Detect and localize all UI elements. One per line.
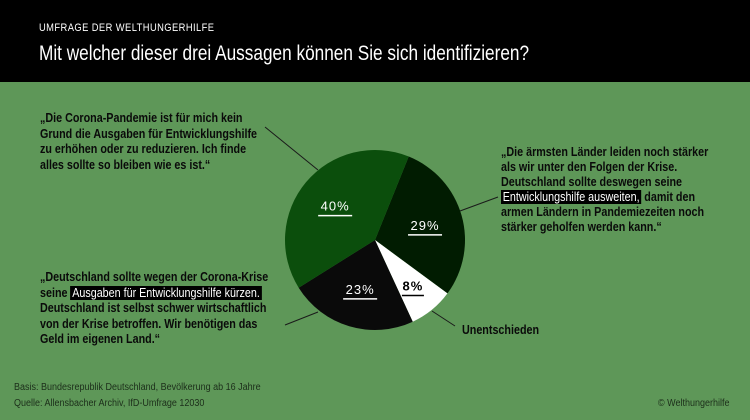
quote-line: Grund die Ausgaben für Entwicklungshilfe (40, 126, 258, 141)
leader-line-29 (459, 196, 499, 212)
highlight: Ausgaben für Entwicklungshilfe kürzen. (70, 285, 262, 300)
slice-value-label: 29% (411, 218, 440, 233)
pie-slice-23 (298, 240, 413, 330)
quote-line: Deutschland sollte deswegen seine (501, 175, 683, 189)
quote-23: „Deutschland sollte wegen der Corona-Kri… (40, 270, 268, 348)
quote-line: Geld im eigenen Land.“ (40, 332, 161, 346)
quote-line: seine Ausgaben für Entwicklungshilfe kür… (40, 285, 268, 302)
quote-line: Deutschland ist selbst schwer wirtschaft… (40, 301, 267, 315)
leader-line-23 (284, 311, 319, 326)
quote-line: stärker geholfen werden kann.“ (501, 220, 662, 234)
leader-line-40 (264, 126, 319, 171)
quote-line: alles sollte so bleiben wie es ist.“ (40, 157, 211, 172)
leader-line-8 (431, 310, 456, 327)
header: UMFRAGE DER WELTHUNGERHILFE Mit welcher … (0, 0, 750, 82)
slice-value-label: 40% (321, 199, 350, 214)
quote-line: Entwicklungshilfe ausweiten, damit den (501, 190, 708, 205)
quote-line: von der Krise betroffen. Wir benötigen d… (40, 316, 258, 331)
quote-line: „Deutschland sollte wegen der Corona-Kri… (40, 270, 269, 284)
pie-slice-40 (285, 149, 409, 288)
quote-text: damit den (641, 190, 696, 204)
pie-slice-29 (375, 156, 465, 294)
pie-slice-8 (375, 240, 448, 322)
quote-line: zu erhöhen oder zu reduzieren. Ich finde (40, 142, 247, 156)
page-title: Mit welcher dieser drei Aussagen können … (39, 42, 530, 65)
quote-line: „Die Corona-Pandemie ist für mich kein (40, 111, 243, 125)
highlight: Entwicklungshilfe ausweiten, (501, 190, 642, 204)
quote-text: seine (40, 285, 71, 300)
quote-line: „Die ärmsten Länder leiden noch stärker (501, 145, 709, 159)
quote-line: als wir unter den Folgen der Krise. (501, 160, 678, 174)
quote-8: Unentschieden (462, 323, 540, 337)
footer-basis: Basis: Bundesrepublik Deutschland, Bevöl… (14, 382, 261, 393)
quote-40: „Die Corona-Pandemie ist für mich kein G… (40, 111, 257, 173)
quote-29: „Die ärmsten Länder leiden noch stärker … (501, 145, 708, 235)
slice-value-label: 23% (346, 282, 375, 297)
kicker: UMFRAGE DER WELTHUNGERHILFE (39, 22, 215, 34)
slice-value-label: 8% (403, 278, 424, 293)
quote-line: armen Ländern in Pandemiezeiten noch (501, 205, 705, 219)
footer-source: Quelle: Allensbacher Archiv, IfD-Umfrage… (14, 398, 205, 409)
footer-copyright: © Welthungerhilfe (658, 398, 730, 409)
